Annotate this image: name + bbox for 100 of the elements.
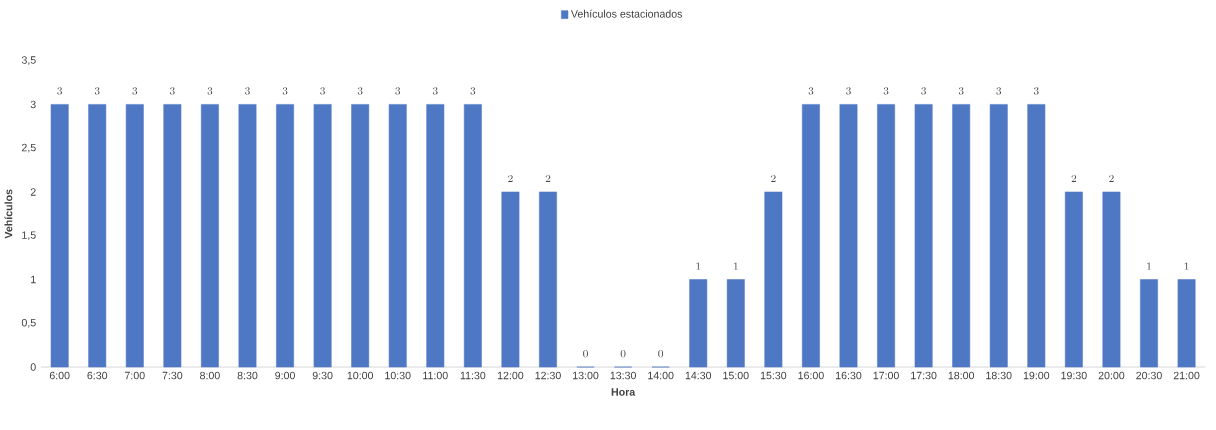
x-tick-label: 9:00 [275,371,295,380]
data-label: 0 [583,350,588,358]
bar [1177,279,1196,368]
x-axis-title: Hora [611,388,636,396]
data-label: 3 [320,87,325,95]
data-label: 3 [94,87,100,95]
bar [539,191,557,368]
bar [989,104,1008,368]
data-label: 0 [620,350,626,358]
bar [200,104,219,368]
bar [501,191,520,368]
data-label: 3 [432,87,438,95]
bar [388,104,407,368]
data-label: 2 [1109,175,1114,183]
data-label: 2 [545,175,551,183]
data-label: 3 [996,87,1002,95]
x-tick-label: 13:30 [610,371,636,380]
data-label: 3 [958,87,964,95]
x-tick-label: 9:30 [312,371,333,380]
data-label: 3 [470,87,476,95]
y-tick-label: 2,5 [21,143,36,153]
x-tick-label: 18:00 [948,371,975,380]
data-label: 2 [1071,175,1077,183]
data-label: 3 [170,87,175,95]
bar [163,104,182,368]
data-label: 3 [395,87,401,95]
bar [88,104,107,368]
bar [877,104,895,368]
bar [238,104,257,368]
y-axis-title: Vehículos [4,189,13,239]
data-label: 0 [658,350,664,358]
x-tick-label: 8:00 [200,371,220,380]
data-label: 1 [696,262,701,270]
bar [1102,191,1121,368]
bar [802,104,820,368]
x-tick-label: 11:30 [460,371,486,380]
bar [351,104,370,368]
bar [1064,191,1083,368]
x-tick-label: 17:00 [873,371,899,380]
data-label: 3 [57,87,63,95]
data-label: 1 [1147,262,1151,270]
data-label: 3 [282,87,288,95]
x-tick-label: 11:00 [423,371,448,380]
data-label: 2 [508,175,513,183]
data-label: 2 [771,175,776,183]
bar [914,104,933,368]
x-tick-label: 13:00 [573,371,599,380]
x-tick-label: 7:30 [162,371,183,380]
x-tick-label: 16:30 [836,371,862,380]
y-tick-label: 0 [30,363,36,371]
x-tick-label: 15:30 [760,371,787,380]
data-label: 3 [132,87,138,95]
x-tick-label: 12:30 [535,371,561,380]
bar [50,104,69,368]
x-tick-label: 17:30 [911,371,937,380]
y-tick-label: 1 [31,276,36,284]
x-tick-label: 20:30 [1136,371,1162,380]
bar [1140,279,1158,368]
x-tick-label: 6:00 [49,371,70,380]
x-tick-label: 18:30 [986,371,1012,380]
bar [764,191,783,368]
data-label: 3 [846,87,851,95]
data-label: 3 [808,87,814,95]
data-label: 3 [921,87,926,95]
x-tick-label: 19:30 [1061,371,1087,380]
bar [839,104,858,368]
bar [952,104,971,368]
x-tick-label: 10:00 [347,371,374,380]
x-tick-label: 15:00 [723,371,749,380]
bar [1027,104,1046,368]
legend-label: Vehículos estacionados [570,9,683,18]
data-label: 1 [1184,262,1189,270]
data-label: 3 [1033,87,1039,95]
y-tick-label: 3,5 [21,56,36,66]
x-tick-label: 12:00 [497,371,524,380]
x-tick-label: 21:00 [1173,371,1200,380]
bar [726,279,745,368]
data-label: 3 [883,87,889,95]
bar [313,104,332,368]
data-label: 1 [734,262,738,270]
x-tick-label: 14:30 [685,371,712,380]
y-tick-label: 3 [30,100,36,109]
x-tick-label: 7:00 [125,371,145,380]
x-tick-label: 19:00 [1023,371,1050,380]
data-label: 3 [357,87,363,95]
data-label: 3 [245,87,250,95]
bar [276,104,294,368]
x-tick-label: 6:30 [87,371,108,380]
bar [689,279,708,368]
bar [426,104,445,368]
bar [463,104,482,368]
bar [125,104,144,368]
x-tick-label: 16:00 [798,371,824,380]
y-tick-label: 2 [30,188,36,196]
y-tick-label: 1,5 [22,231,36,241]
data-label: 3 [207,87,213,95]
x-tick-label: 14:00 [648,371,674,380]
x-tick-label: 10:30 [385,371,411,380]
x-tick-label: 8:30 [237,371,258,380]
x-tick-label: 20:00 [1098,371,1125,380]
